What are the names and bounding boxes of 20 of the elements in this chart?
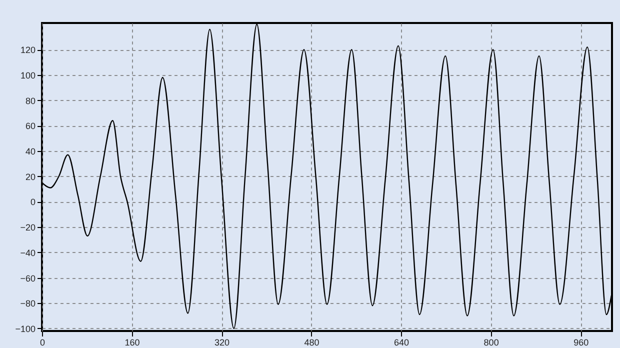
y-tick-label: 40: [25, 146, 36, 157]
y-tick-label: −80: [20, 298, 36, 309]
x-tick-label: 0: [40, 338, 46, 348]
y-tick-label: 120: [20, 45, 36, 56]
line-series: [41, 24, 612, 330]
y-tick-label: −40: [20, 248, 36, 258]
x-tick-label: 320: [214, 338, 230, 348]
y-tick-label: −60: [20, 273, 36, 284]
x-tick-label: 960: [574, 338, 589, 348]
x-tick-label: 640: [394, 338, 410, 348]
y-tick-label: 100: [20, 70, 36, 80]
y-tick-label: 60: [25, 121, 36, 132]
y-tick-label: 80: [25, 96, 36, 106]
y-tick-label: 20: [25, 172, 36, 182]
y-tick-label: −20: [20, 222, 36, 233]
y-tick-label: 0: [30, 197, 36, 208]
x-tick-label: 480: [304, 338, 320, 348]
x-tick-label: 160: [124, 338, 140, 348]
y-tick-label: −100: [15, 324, 36, 334]
x-tick-label: 800: [484, 338, 499, 348]
